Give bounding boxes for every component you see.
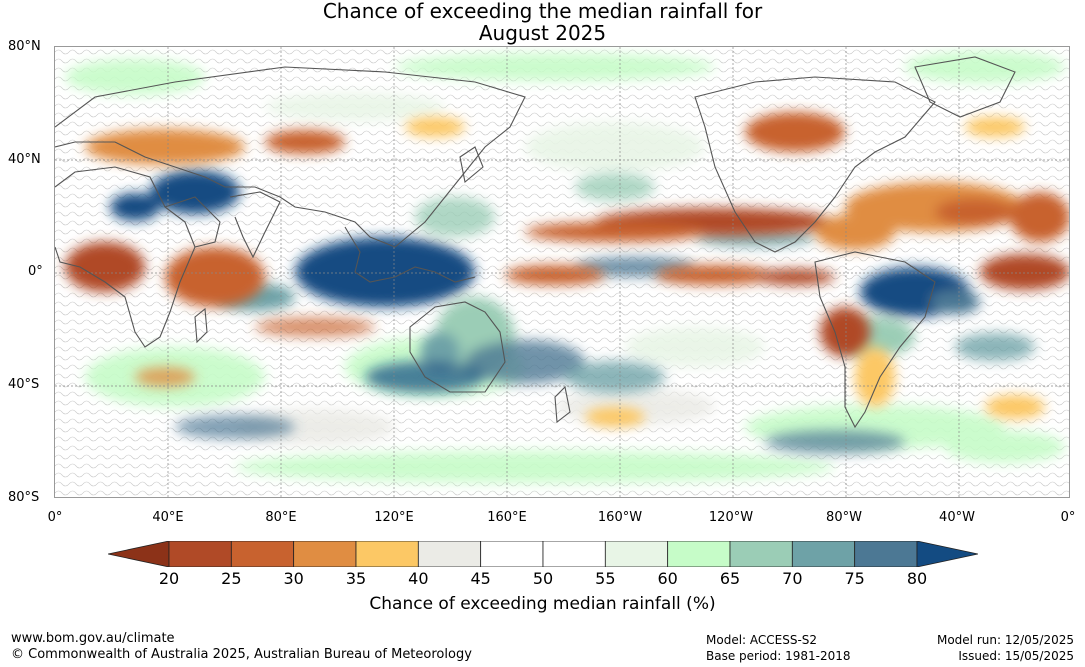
colorbar xyxy=(108,541,978,567)
colorbar-cells xyxy=(168,541,918,567)
title-line-1: Chance of exceeding the median rainfall … xyxy=(322,0,763,23)
footer-url: www.bom.gov.au/climate xyxy=(11,631,175,646)
arabia-outline xyxy=(164,196,221,248)
colorbar-tick-label: 80 xyxy=(906,569,928,588)
colorbar-tick-label: 40 xyxy=(408,569,429,588)
rainfall-map xyxy=(54,46,1070,498)
lon-label-160e: 160°E xyxy=(487,510,527,525)
colorbar-tick-label: 45 xyxy=(470,569,491,588)
colorbar-tick-label: 65 xyxy=(719,569,741,588)
colorbar-tick-label: 50 xyxy=(532,569,554,588)
lat-label-80n: 80°N xyxy=(8,39,41,54)
dry-regions xyxy=(65,112,1069,427)
lon-label-0: 0° xyxy=(47,510,63,525)
lon-label-0-right: 0° xyxy=(1060,510,1076,525)
colorbar-tick-label: 20 xyxy=(158,569,180,588)
lat-label-40n: 40°N xyxy=(8,152,41,167)
greenland-outline xyxy=(914,56,1016,118)
lat-label-40s: 40°S xyxy=(8,377,40,392)
lon-label-40w: 40°W xyxy=(939,510,975,525)
colorbar-tick-label: 70 xyxy=(782,569,803,588)
graticule xyxy=(55,47,1069,497)
lon-label-40e: 40°E xyxy=(152,510,184,525)
madagascar-outline xyxy=(194,307,208,344)
footer-model: Model: ACCESS-S2 xyxy=(706,633,818,647)
lat-label-equator: 0° xyxy=(28,264,43,279)
new-zealand-outline xyxy=(554,385,571,424)
colorbar-tick-label: 25 xyxy=(221,569,242,588)
footer-base-period: Base period: 1981-2018 xyxy=(706,649,851,663)
colorbar-cell xyxy=(417,541,482,567)
colorbar-cell xyxy=(667,541,731,567)
colorbar-low-arrow xyxy=(108,541,170,567)
footer-copyright: © Commonwealth of Australia 2025, Austra… xyxy=(11,647,472,662)
se-asia-outline xyxy=(344,226,476,283)
lon-label-80e: 80°E xyxy=(265,510,297,525)
colorbar-label: Chance of exceeding median rainfall (%) xyxy=(369,594,716,614)
north-america-outline xyxy=(694,76,936,253)
lon-label-120e: 120°E xyxy=(374,510,414,525)
footer-model-run: Model run: 12/05/2025 xyxy=(936,633,1074,647)
colorbar-tick-label: 30 xyxy=(283,569,304,588)
coastlines xyxy=(55,56,1016,429)
colorbar-tick-label: 75 xyxy=(844,569,865,588)
colorbar-tick-label: 55 xyxy=(595,569,616,588)
footer-issued: Issued: 15/05/2025 xyxy=(958,649,1074,663)
colorbar-cell xyxy=(230,541,295,567)
india-outline xyxy=(229,191,281,259)
japan-outline xyxy=(459,146,484,184)
colorbar-cell xyxy=(168,541,232,567)
colorbar-tick-label: 60 xyxy=(657,569,678,588)
colorbar-cell xyxy=(542,541,606,567)
colorbar-high-arrow xyxy=(916,541,978,567)
near-normal-regions xyxy=(65,51,1065,483)
eurasia-outline xyxy=(55,66,526,248)
lon-label-120w: 120°W xyxy=(708,510,754,525)
colorbar-cell xyxy=(604,541,669,567)
title-line-2: August 2025 xyxy=(478,21,607,45)
south-america-outline xyxy=(814,251,936,429)
africa-outline xyxy=(55,166,196,348)
colorbar-cell xyxy=(854,541,918,567)
chart-title: Chance of exceeding the median rainfall … xyxy=(0,0,1085,44)
colorbar-cell xyxy=(480,541,544,567)
lat-label-80s: 80°S xyxy=(8,490,40,505)
colorbar-cell xyxy=(293,541,357,567)
lon-label-160w: 160°W xyxy=(597,510,643,525)
colorbar-cell xyxy=(791,541,856,567)
australia-outline xyxy=(409,301,506,393)
lon-label-80w: 80°W xyxy=(826,510,862,525)
colorbar-cell xyxy=(729,541,793,567)
colorbar-tick-label: 35 xyxy=(345,569,367,588)
map-canvas xyxy=(55,47,1069,497)
colorbar-cell xyxy=(355,541,419,567)
